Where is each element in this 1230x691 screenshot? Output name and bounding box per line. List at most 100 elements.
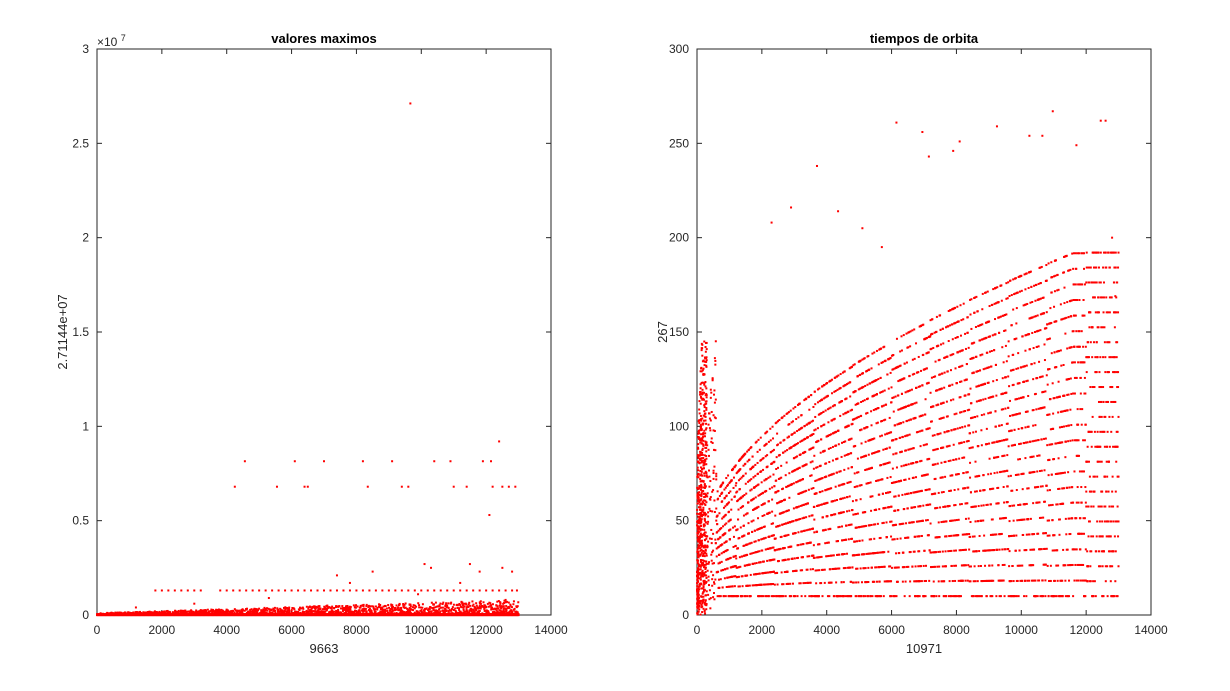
data-point (739, 565, 742, 568)
data-point (782, 487, 785, 490)
data-point (245, 608, 248, 611)
data-point (393, 609, 396, 612)
data-point (774, 514, 777, 517)
data-point (439, 602, 442, 605)
data-point (752, 519, 755, 522)
data-point (712, 414, 715, 417)
data-point (333, 610, 336, 613)
data-point (379, 603, 382, 606)
data-point (704, 499, 707, 502)
data-point (751, 584, 754, 587)
data-point (390, 610, 393, 613)
data-point (770, 522, 773, 525)
data-point (813, 556, 816, 559)
data-point (710, 440, 713, 443)
data-point (841, 539, 844, 542)
data-point (225, 589, 228, 592)
data-point (757, 494, 760, 497)
data-point (496, 600, 499, 603)
data-point (390, 611, 393, 614)
data-point (760, 583, 763, 586)
data-point (796, 595, 799, 598)
data-point (414, 604, 417, 607)
data-point (727, 483, 730, 486)
data-point (769, 547, 772, 550)
data-point (272, 609, 275, 612)
data-point (326, 608, 329, 611)
y-exponent-label-left: ×10 7 (97, 33, 126, 49)
data-point (253, 608, 256, 611)
axes-tiempos-de-orbita[interactable]: 0 2000 4000 6000 8000 10000 12000 1400005010015… (655, 31, 1168, 656)
data-point (780, 571, 783, 574)
data-point (710, 437, 713, 440)
data-point (807, 528, 810, 531)
data-point (796, 467, 799, 470)
data-point (727, 510, 730, 513)
data-point (714, 538, 717, 541)
data-point (753, 540, 756, 543)
data-point (413, 611, 416, 614)
data-point (826, 408, 829, 411)
data-point (755, 551, 758, 554)
data-point (803, 490, 806, 493)
data-point (783, 438, 786, 441)
data-point (338, 612, 341, 615)
data-point (826, 434, 829, 437)
data-point (841, 371, 844, 374)
data-point (785, 485, 788, 488)
data-point (367, 609, 370, 612)
data-point (473, 611, 476, 614)
data-point (709, 509, 712, 512)
data-point (729, 518, 732, 521)
data-point (763, 525, 766, 528)
data-point (817, 595, 820, 598)
data-point (747, 501, 750, 504)
data-point (718, 595, 721, 598)
data-point (831, 445, 834, 448)
data-point (700, 562, 703, 565)
data-point (413, 589, 416, 592)
data-point (284, 606, 287, 609)
data-point (238, 589, 241, 592)
data-point (710, 528, 713, 531)
data-point (462, 603, 465, 606)
data-point (447, 602, 450, 605)
data-point (475, 609, 478, 612)
data-point (772, 437, 775, 440)
data-point (241, 610, 244, 613)
data-point (798, 428, 801, 431)
data-point (718, 512, 721, 515)
axes-valores-maximos[interactable]: 0 2000 4000 6000 8000 10000 12000 1400000.511.5… (55, 31, 568, 656)
data-point (811, 433, 814, 436)
data-point (808, 421, 811, 424)
data-point (310, 608, 313, 611)
data-point (698, 519, 701, 522)
data-point (820, 555, 823, 558)
data-point (238, 609, 241, 612)
data-point (479, 602, 482, 605)
data-point (251, 610, 254, 613)
data-point (729, 490, 732, 493)
data-point (792, 482, 795, 485)
data-point (705, 562, 708, 565)
data-point (490, 608, 493, 611)
data-point (776, 583, 779, 586)
data-point (479, 607, 482, 610)
data-point (345, 605, 348, 608)
data-point (376, 608, 379, 611)
data-point (844, 440, 847, 443)
data-point (388, 609, 391, 612)
data-point (162, 611, 165, 614)
data-point (276, 607, 279, 610)
data-point (459, 581, 462, 584)
data-point (738, 556, 741, 559)
data-point (824, 396, 827, 399)
data-point (820, 425, 823, 428)
data-point (725, 494, 728, 497)
data-point (809, 581, 812, 584)
data-point (840, 511, 843, 514)
data-point (729, 585, 732, 588)
data-point (330, 609, 333, 612)
data-point (516, 611, 519, 614)
data-point (823, 423, 826, 426)
